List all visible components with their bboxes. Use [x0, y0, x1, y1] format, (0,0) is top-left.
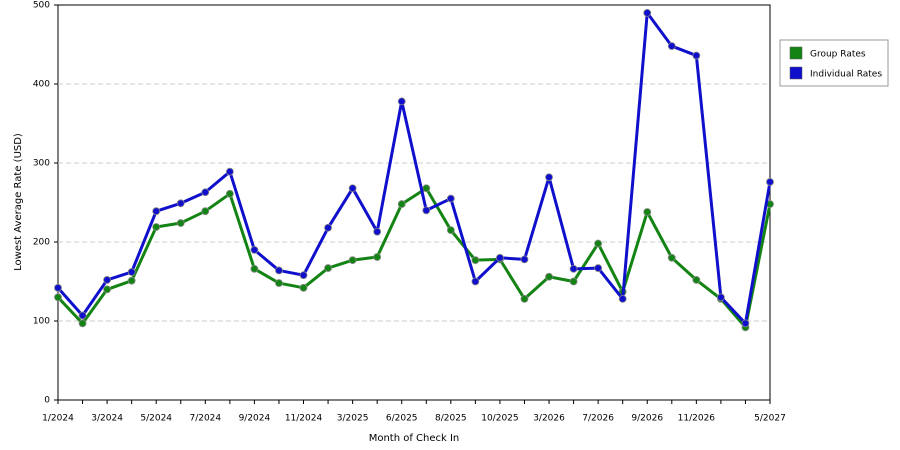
data-point — [643, 208, 652, 216]
data-point — [569, 277, 578, 286]
data-point — [127, 268, 136, 276]
legend-label: Group Rates — [810, 50, 866, 60]
data-point — [348, 256, 357, 265]
x-axis-title: Month of Check In — [369, 433, 460, 444]
x-tick-label: 5/2027 — [754, 414, 786, 424]
data-point — [643, 8, 652, 17]
x-tick-label: 6/2025 — [386, 414, 418, 424]
data-point — [324, 264, 332, 272]
data-point — [569, 264, 578, 273]
data-point — [103, 276, 112, 284]
data-point — [152, 223, 161, 231]
legend-label: Individual Rates — [810, 70, 882, 80]
series-line — [56, 186, 772, 329]
data-point — [471, 277, 480, 286]
x-tick-label: 8/2025 — [435, 414, 467, 424]
data-point — [594, 239, 603, 248]
data-point — [152, 207, 161, 216]
data-point — [618, 294, 627, 303]
x-tick-label: 7/2026 — [582, 414, 614, 424]
data-point — [594, 264, 603, 272]
data-point — [692, 276, 701, 284]
data-point — [299, 283, 308, 292]
data-point — [225, 167, 234, 176]
data-point — [520, 294, 529, 303]
legend-swatch — [789, 46, 803, 60]
x-tick-label: 7/2024 — [189, 414, 221, 424]
series-line — [56, 11, 772, 325]
data-point — [54, 293, 62, 302]
y-tick-label: 400 — [33, 80, 50, 90]
data-point — [299, 271, 308, 280]
y-tick-label: 300 — [33, 159, 50, 169]
data-point — [54, 283, 62, 292]
x-tick-label: 9/2026 — [631, 414, 663, 424]
data-point — [471, 256, 480, 265]
data-point — [78, 311, 87, 320]
y-tick-label: 200 — [33, 238, 50, 248]
data-point — [692, 51, 701, 60]
data-point — [324, 223, 332, 232]
data-point — [373, 227, 382, 236]
data-point — [127, 276, 136, 285]
data-point — [422, 206, 431, 215]
data-point — [373, 253, 382, 261]
data-point — [520, 255, 529, 264]
data-point — [348, 184, 357, 193]
data-point — [78, 319, 87, 328]
data-point — [176, 199, 185, 208]
y-tick-label: 500 — [33, 1, 50, 11]
x-tick-label: 11/2026 — [678, 414, 716, 424]
data-point — [716, 293, 725, 302]
data-point — [741, 319, 750, 328]
x-tick-label: 3/2025 — [337, 414, 369, 424]
data-point — [496, 253, 504, 262]
y-axis-title: Lowest Average Rate (USD) — [13, 133, 24, 271]
x-tick-label: 10/2025 — [481, 414, 518, 424]
data-point — [201, 207, 210, 216]
x-tick-label: 3/2024 — [91, 414, 123, 424]
data-point — [225, 189, 234, 198]
data-point — [275, 266, 283, 275]
y-tick-label: 100 — [33, 317, 50, 327]
plot-area — [57, 4, 771, 401]
data-point — [446, 194, 455, 203]
data-point — [545, 173, 553, 182]
data-point — [545, 272, 553, 281]
x-tick-label: 1/2024 — [42, 414, 74, 424]
data-point — [103, 285, 112, 294]
data-point — [176, 219, 185, 227]
y-tick-label: 0 — [44, 396, 50, 406]
data-point — [397, 200, 406, 208]
x-tick-label: 3/2026 — [533, 414, 565, 424]
x-tick-label: 9/2024 — [239, 414, 271, 424]
data-point — [201, 188, 210, 197]
x-tick-label: 11/2024 — [285, 414, 323, 424]
legend-swatch — [789, 66, 803, 80]
data-point — [667, 253, 676, 262]
data-point — [446, 226, 455, 235]
data-point — [275, 279, 283, 287]
data-point — [422, 184, 431, 193]
x-tick-label: 5/2024 — [140, 414, 172, 424]
data-point — [397, 97, 406, 106]
data-point — [766, 178, 774, 186]
data-point — [250, 245, 259, 254]
data-point — [667, 42, 676, 50]
data-point — [250, 264, 259, 273]
